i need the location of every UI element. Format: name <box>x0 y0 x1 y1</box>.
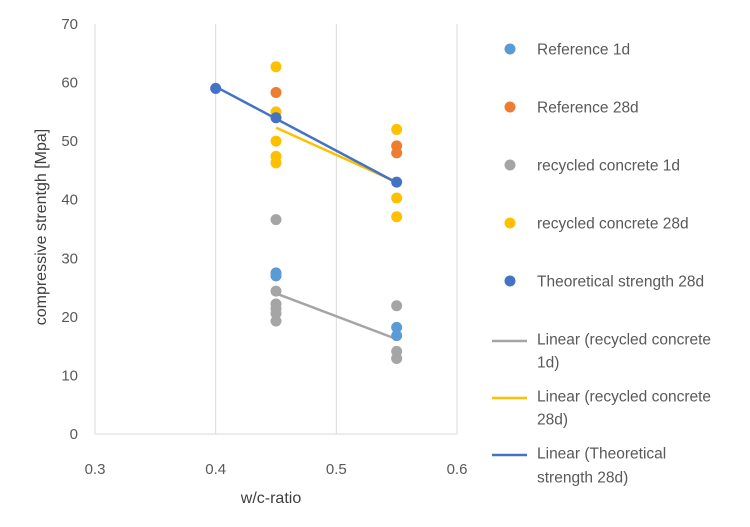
legend-label: recycled concrete 28d <box>537 216 689 233</box>
data-point <box>391 300 403 312</box>
y-tick-label: 10 <box>61 367 78 384</box>
trendline <box>215 85 398 184</box>
legend-marker <box>504 217 516 229</box>
y-tick-label: 0 <box>70 426 78 443</box>
data-point <box>391 176 403 188</box>
data-point <box>210 82 222 94</box>
legend-label: Linear (recycled concrete <box>537 389 711 406</box>
legend-label: Reference 1d <box>537 42 630 59</box>
trendlines <box>215 85 398 341</box>
legend-label: Linear (recycled concrete <box>537 332 711 349</box>
trendline <box>275 292 398 341</box>
legend-label: strength 28d) <box>537 470 628 487</box>
data-point <box>391 330 403 342</box>
data-point <box>270 61 282 73</box>
y-tick-label: 60 <box>61 75 78 92</box>
data-point <box>270 315 282 327</box>
gridlines <box>94 24 458 434</box>
x-tick-label: 0.5 <box>326 461 347 478</box>
legend-label: Theoretical strength 28d <box>537 274 704 291</box>
legend-marker <box>504 43 516 55</box>
legend-label: 28d) <box>537 412 568 429</box>
legend: Reference 1d Reference 28d recycled concre… <box>492 42 711 487</box>
data-point <box>270 214 282 226</box>
legend-marker <box>504 101 516 113</box>
data-point <box>270 270 282 282</box>
data-point <box>270 285 282 297</box>
data-point <box>391 352 403 364</box>
data-point <box>391 123 403 135</box>
y-tick-label: 30 <box>61 250 78 267</box>
data-point <box>270 87 282 99</box>
data-point <box>270 307 282 319</box>
data-point <box>270 112 282 124</box>
y-axis-title: compressive strentgh [Mpa] <box>33 129 50 326</box>
y-tick-label: 20 <box>61 309 78 326</box>
y-tick-label: 70 <box>61 16 78 33</box>
y-tick-label: 50 <box>61 133 78 150</box>
data-point <box>391 147 403 159</box>
x-tick-label: 0.4 <box>205 461 226 478</box>
data-point <box>270 135 282 147</box>
x-tick-labels: 0.3 0.4 0.5 0.6 <box>85 461 468 478</box>
data-points <box>210 61 403 364</box>
x-axis-title: w/c-ratio <box>240 490 302 507</box>
x-tick-label: 0.6 <box>447 461 468 478</box>
legend-marker <box>504 159 516 171</box>
data-point <box>391 211 403 223</box>
legend-label: Reference 28d <box>537 100 639 117</box>
data-point <box>391 192 403 204</box>
legend-marker <box>504 275 516 287</box>
x-tick-label: 0.3 <box>85 461 106 478</box>
legend-label: 1d) <box>537 355 559 372</box>
y-tick-labels: 0 10 20 30 40 50 60 70 <box>61 16 78 443</box>
legend-label: recycled concrete 1d <box>537 158 680 175</box>
legend-label: Linear (Theoretical <box>537 446 666 463</box>
data-point <box>270 157 282 169</box>
data-point <box>391 321 403 333</box>
y-tick-label: 40 <box>61 192 78 209</box>
